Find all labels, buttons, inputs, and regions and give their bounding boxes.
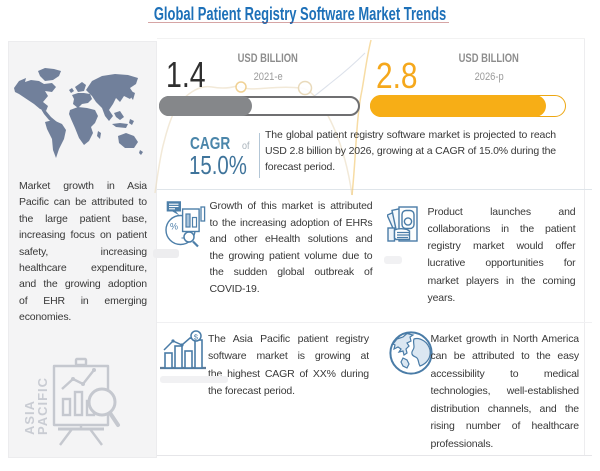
svg-text:$: $ xyxy=(194,332,199,341)
svg-text:%: % xyxy=(170,222,178,232)
